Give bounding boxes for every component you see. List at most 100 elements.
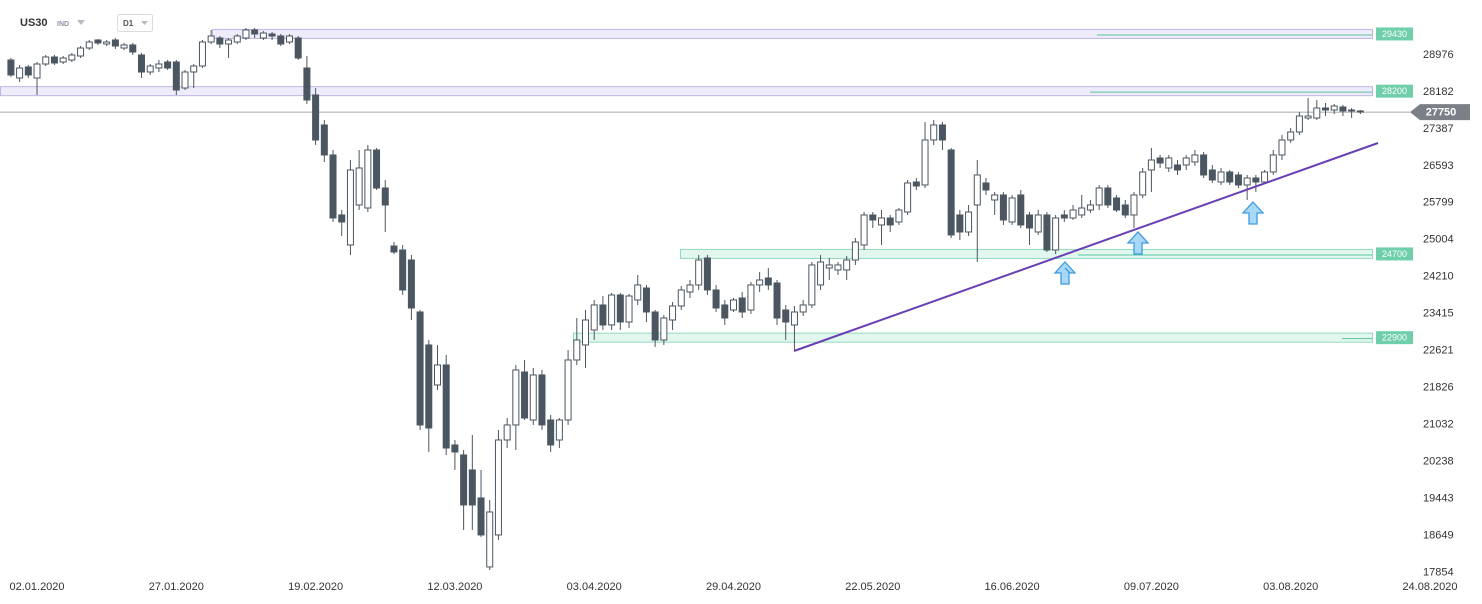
level-label: 29430: [1382, 29, 1407, 39]
candle-body: [721, 304, 729, 319]
candle-body: [407, 259, 415, 309]
arrows: [1053, 201, 1265, 285]
candle-body: [242, 29, 250, 39]
candle-body: [529, 374, 537, 421]
timeframe: D1: [123, 19, 134, 28]
candle-body: [703, 257, 711, 291]
candle-body: [355, 167, 363, 206]
candle-body: [773, 282, 781, 319]
candle-body: [416, 311, 424, 426]
y-tick-label: 25004: [1423, 234, 1454, 246]
candle-body: [477, 497, 485, 536]
zones: [0, 28, 1410, 343]
candle-body: [33, 63, 41, 79]
candle-body: [198, 41, 206, 67]
last-price-label: 27750: [1426, 106, 1457, 118]
candle-body: [1200, 154, 1208, 176]
candle-body: [1330, 105, 1338, 111]
candle-body: [956, 214, 964, 233]
candle-body: [904, 182, 912, 213]
x-tick-label: 19.02.2020: [288, 581, 343, 593]
candle-body: [938, 124, 946, 141]
candle-body: [1130, 194, 1138, 216]
candle-body: [120, 44, 128, 49]
candle-body: [1356, 110, 1364, 113]
candle-body: [1008, 197, 1016, 223]
candle-body: [381, 187, 389, 206]
candle-body: [616, 294, 624, 323]
candle-body: [538, 374, 546, 426]
x-tick-label: 27.01.2020: [149, 581, 204, 593]
candle-body: [1287, 131, 1295, 141]
candle-body: [16, 67, 24, 79]
candle-body: [651, 311, 659, 341]
level-label: 24700: [1382, 249, 1407, 259]
candle-body: [1069, 209, 1077, 219]
candle-body: [111, 39, 119, 47]
candle-body: [677, 289, 685, 307]
timeframe-select[interactable]: [117, 14, 153, 32]
candle-body: [1348, 109, 1356, 112]
candle-body: [285, 35, 293, 43]
candle-body: [373, 149, 381, 189]
candle-body: [625, 295, 633, 323]
candle-body: [129, 44, 137, 53]
market-dropdown[interactable]: [77, 20, 85, 25]
candle-body: [869, 214, 877, 221]
candle-body: [782, 309, 790, 323]
candle-body: [730, 299, 738, 311]
candle-body: [1208, 169, 1216, 181]
candle-body: [494, 439, 502, 536]
candle-body: [790, 311, 798, 326]
y-tick-label: 28976: [1423, 49, 1454, 61]
candle-body: [1078, 207, 1086, 216]
candle-body: [756, 279, 764, 286]
candle-body: [895, 209, 903, 223]
candle-body: [303, 67, 311, 101]
x-tick-label: 03.08.2020: [1263, 581, 1318, 593]
candle-body: [999, 194, 1007, 221]
candle-body: [312, 94, 320, 141]
y-tick-label: 19443: [1423, 492, 1454, 504]
candle-body: [573, 339, 581, 361]
y-tick-label: 20238: [1423, 455, 1454, 467]
level-label: 28200: [1382, 86, 1407, 96]
candle-body: [738, 297, 746, 313]
candle-body: [965, 211, 973, 233]
candle-body: [599, 304, 607, 326]
candle-body: [1052, 217, 1060, 251]
candle-body: [277, 35, 285, 45]
candle-body: [712, 289, 720, 309]
candle-body: [425, 344, 433, 429]
candles: [7, 27, 1364, 570]
candle-body: [451, 444, 459, 453]
y-tick-label: 23415: [1423, 308, 1454, 320]
y-tick-label: 18649: [1423, 529, 1454, 541]
candle-body: [1139, 171, 1147, 196]
last-price-tag: [1410, 104, 1470, 121]
candle-body: [468, 469, 476, 506]
candle-body: [1026, 214, 1034, 229]
candle-body: [1234, 174, 1242, 186]
candle-body: [190, 65, 198, 73]
candle-body: [181, 71, 189, 89]
candle-body: [1269, 154, 1277, 173]
candle-body: [982, 182, 990, 191]
candle-body: [329, 154, 337, 219]
timeframe-arrow: [141, 21, 148, 25]
candle-body: [103, 41, 111, 45]
level-zone: [573, 332, 1373, 343]
candle-body: [608, 294, 616, 326]
candle-body: [1226, 171, 1234, 183]
candle-body: [225, 39, 233, 45]
candle-body: [1095, 187, 1103, 206]
candle-body: [947, 149, 955, 236]
toolbar: US30 IND D1: [20, 14, 153, 32]
candle-body: [1060, 214, 1068, 219]
candle-body: [1339, 106, 1347, 112]
candle-body: [1156, 157, 1164, 164]
candle-body: [85, 41, 93, 49]
x-tick-label: 16.06.2020: [985, 581, 1040, 593]
candle-body: [1182, 157, 1190, 166]
candle-body: [1278, 139, 1286, 156]
